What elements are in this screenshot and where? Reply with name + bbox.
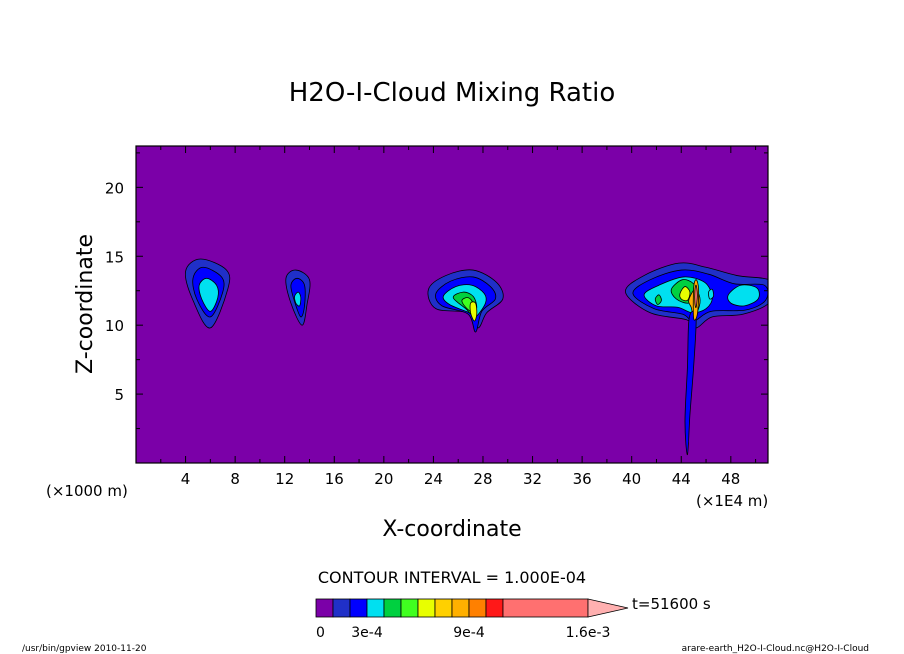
contour-level-6 [679,286,691,302]
y-tick-label: 20 [105,179,124,197]
colorbar-segment [468,598,487,618]
x-axis-title: X-coordinate [382,517,521,542]
colorbar-segment [315,598,334,618]
colorbar-tick-label: 3e-4 [351,625,383,641]
colorbar-segment [451,598,470,618]
x-tick-label: 24 [424,470,443,488]
colorbar-segment [366,598,385,618]
contour-level-6 [469,301,478,322]
x-tick-label: 32 [523,470,542,488]
y-tick-label: 15 [105,248,124,266]
x-tick-label: 48 [721,470,740,488]
footer-right: arare-earth_H2O-I-Cloud.nc@H2O-I-Cloud [682,644,869,654]
time-label: t=51600 s [632,595,711,613]
colorbar-segment [332,598,351,618]
x-scale-left-label: (×1000 m) [46,482,128,500]
footer-left: /usr/bin/gpview 2010-11-20 [22,644,147,654]
colorbar-segment [417,598,436,618]
colorbar-segment [383,598,402,618]
colorbar-tick-label: 0 [316,625,325,641]
colorbar [315,598,629,618]
contour-level-12 [694,284,698,308]
contour-level-4 [654,294,662,305]
contour-level-3 [294,291,302,307]
colorbar-arrow [587,598,629,618]
x-tick-label: 44 [672,470,691,488]
colorbar-tick-label: 1.6e-3 [566,625,611,641]
x-tick-label: 20 [374,470,393,488]
colorbar-tick-label: 9e-4 [453,625,485,641]
colorbar-segment [400,598,419,618]
x-scale-right-label: (×1E4 m) [696,492,768,510]
x-tick-label: 40 [622,470,641,488]
x-tick-label: 8 [230,470,240,488]
x-tick-label: 36 [573,470,592,488]
colorbar-tick-labels: 0 3e-4 9e-4 1.6e-3 [316,625,610,641]
contour-level-3 [198,277,219,312]
colorbar-segment [502,598,589,618]
x-tick-label: 4 [181,470,191,488]
y-axis: 5 10 15 20 [105,152,768,430]
x-tick-label: 28 [473,470,492,488]
colorbar-segment [434,598,453,618]
x-axis: 4 8 12 16 20 24 28 32 36 40 44 48 [160,146,757,488]
colorbar-segment [485,598,504,618]
y-tick-label: 5 [114,386,124,404]
x-tick-label: 12 [275,470,294,488]
plot-frame [135,145,769,464]
x-tick-label: 16 [325,470,344,488]
chart-title: H2O-I-Cloud Mixing Ratio [289,78,616,108]
contour-interval-text: CONTOUR INTERVAL = 1.000E-04 [318,568,586,587]
colorbar-segment [349,598,368,618]
contour-level-3 [708,288,714,300]
y-tick-label: 10 [105,317,124,335]
y-axis-title: Z-coordinate [73,234,98,374]
cloud-contours [184,258,768,456]
contour-level-3 [727,284,760,307]
